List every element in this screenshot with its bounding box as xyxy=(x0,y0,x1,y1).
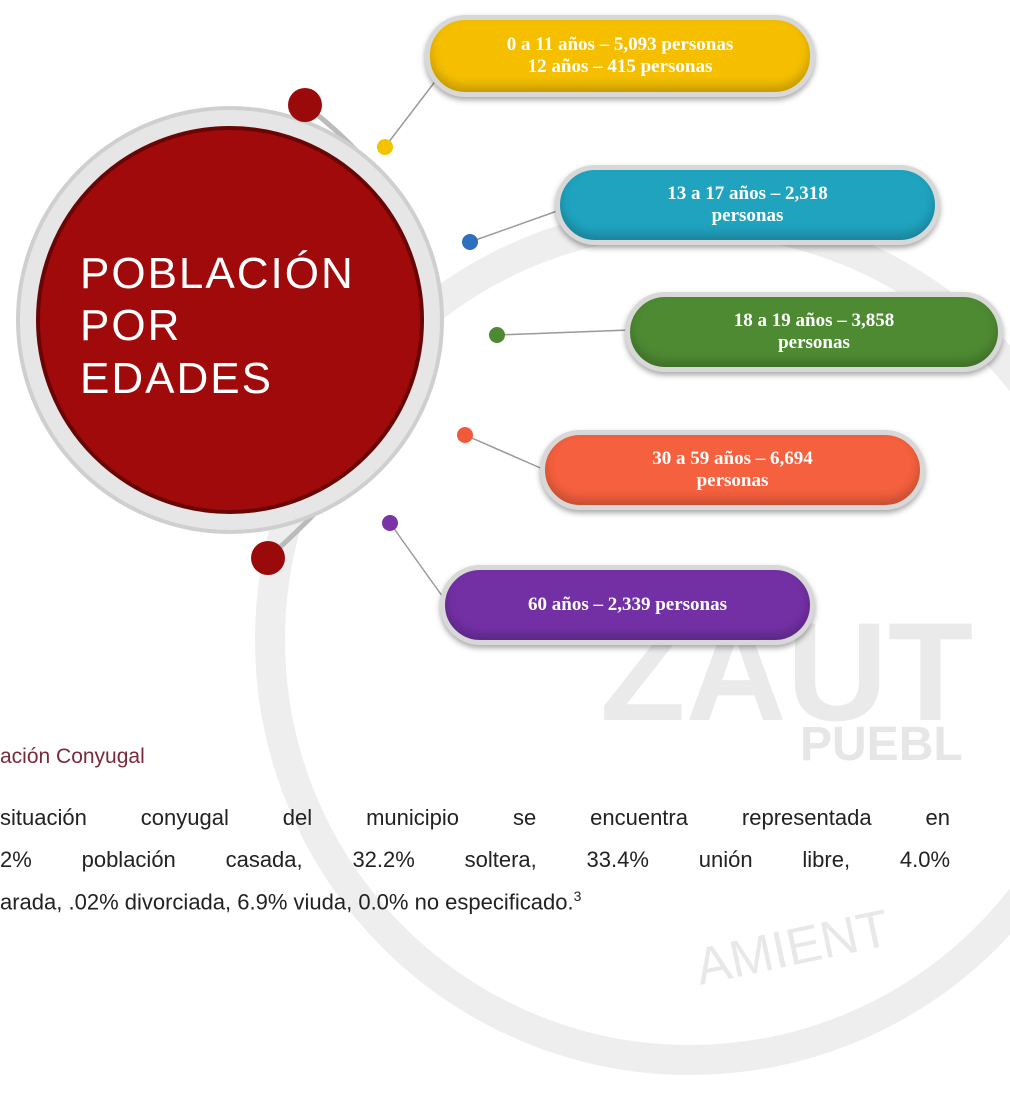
pill-line: 18 a 19 años – 3,858 xyxy=(733,310,895,331)
pill-line: personas xyxy=(711,205,784,226)
age-pill: 13 a 17 años – 2,318 personas xyxy=(555,165,940,245)
pill-line: personas xyxy=(696,470,769,491)
pill-line: 13 a 17 años – 2,318 xyxy=(667,183,828,204)
paragraph-line: arada, .02% divorciada, 6.9% viuda, 0.0%… xyxy=(0,888,950,915)
title-line: POBLACIÓN xyxy=(80,249,355,298)
pill-line: 30 a 59 años – 6,694 xyxy=(652,448,813,469)
dot xyxy=(377,139,393,155)
dot xyxy=(462,234,478,250)
dot xyxy=(457,427,473,443)
title: POBLACIÓN POR EDADES xyxy=(80,249,355,403)
ball xyxy=(251,541,285,575)
paragraph-line: 2% población casada, 32.2% soltera, 33.4… xyxy=(0,847,950,872)
age-pill: 30 a 59 años – 6,694 personas xyxy=(540,430,925,510)
pill-line: 60 años – 2,339 personas xyxy=(528,594,727,615)
dot xyxy=(489,327,505,343)
dot xyxy=(382,515,398,531)
pill-line: 12 años – 415 personas xyxy=(527,56,713,77)
footnote-mark: 3 xyxy=(573,888,582,904)
watermark-text: PUEBL xyxy=(800,718,963,771)
age-pill: 0 a 11 años – 5,093 personas 12 años – 41… xyxy=(425,15,815,97)
paragraph-text: arada, .02% divorciada, 6.9% viuda, 0.0%… xyxy=(0,889,574,915)
ball xyxy=(288,88,322,122)
pill-line: 0 a 11 años – 5,093 personas xyxy=(506,34,734,55)
title-line: POR xyxy=(80,301,181,350)
section-heading: ación Conyugal xyxy=(0,745,145,768)
title-line: EDADES xyxy=(80,354,273,403)
paragraph-line: situación conyugal del municipio se encu… xyxy=(0,805,950,830)
connectors xyxy=(384,74,631,601)
age-pill: 18 a 19 años – 3,858 personas xyxy=(625,292,1003,372)
main-circle xyxy=(36,126,424,514)
pill-line: personas xyxy=(778,332,850,353)
age-pill: 60 años – 2,339 personas xyxy=(440,565,815,645)
